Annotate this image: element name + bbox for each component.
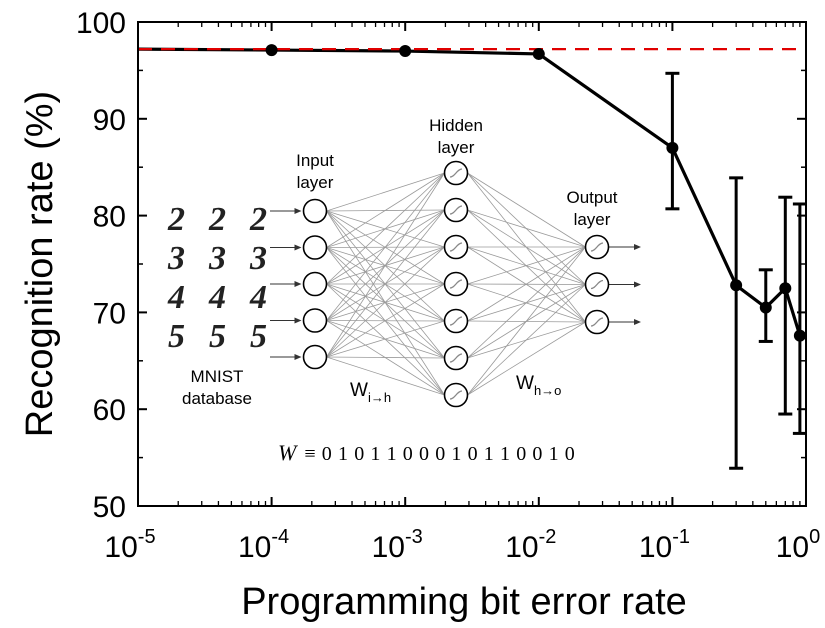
sigmoid-icon — [449, 168, 463, 178]
data-point — [793, 329, 806, 342]
input-neuron — [302, 308, 328, 333]
sigmoid-icon — [449, 242, 463, 252]
sigmoid-icon — [449, 353, 463, 363]
output-arrowhead — [634, 319, 641, 325]
mnist-digit: 4 — [167, 279, 185, 316]
connection-ih — [326, 356, 445, 396]
input-arrowhead — [294, 244, 302, 251]
x-tick-label: 10-2 — [505, 526, 556, 564]
input-layer-label: layer — [297, 173, 334, 192]
mnist-digit: 4 — [249, 279, 267, 316]
x-tick-label: 10-3 — [372, 526, 423, 564]
y-tick-label: 100 — [76, 7, 126, 40]
weight-label-ho: Wh→o — [516, 373, 561, 398]
output-arrowhead — [634, 281, 641, 288]
sigmoid-icon — [590, 242, 604, 252]
connection-ho — [467, 209, 586, 248]
input-layer-label: Input — [296, 151, 334, 170]
mnist-digit: 2 — [208, 201, 226, 238]
hidden-layer-label: layer — [438, 138, 475, 157]
x-tick-label: 100 — [776, 526, 821, 564]
mnist-digit: 5 — [250, 318, 267, 355]
connection-ih — [326, 172, 445, 285]
mnist-digit: 5 — [209, 318, 226, 355]
sigmoid-icon — [449, 279, 463, 289]
y-tick-label: 70 — [93, 297, 126, 330]
output-layer-label: Output — [566, 188, 617, 207]
connection-ih — [326, 172, 445, 321]
input-arrowhead — [294, 208, 302, 214]
connection-ho — [467, 172, 586, 248]
connection-ho — [467, 321, 586, 396]
connection-ih — [326, 283, 445, 358]
mnist-digit: 3 — [167, 240, 185, 277]
mnist-digit: 4 — [208, 279, 226, 316]
x-tick-label: 10-1 — [639, 526, 690, 564]
dataset-label: MNIST — [191, 367, 244, 386]
data-point — [265, 44, 278, 57]
sigmoid-icon — [590, 279, 604, 290]
y-tick-label: 80 — [93, 201, 126, 234]
input-neuron — [302, 198, 328, 224]
weight-equation: W ≡ 0 1 0 1 1 0 0 0 1 0 1 1 0 0 1 0 — [278, 440, 575, 465]
mnist-digit: 2 — [249, 201, 267, 238]
input-arrowhead — [294, 281, 302, 287]
connection-ih — [326, 172, 445, 358]
y-tick-label: 50 — [93, 491, 126, 524]
x-tick-label: 10-5 — [104, 526, 155, 564]
y-tick-label: 90 — [93, 104, 126, 137]
y-axis-title: Recognition rate (%) — [19, 91, 61, 437]
sigmoid-icon — [449, 390, 463, 400]
connection-ho — [467, 284, 586, 396]
data-point — [730, 279, 743, 292]
sigmoid-icon — [449, 205, 463, 215]
mnist-digit: 2 — [167, 201, 185, 238]
connection-ih — [326, 172, 445, 212]
connection-ih — [326, 320, 445, 358]
data-point — [399, 45, 412, 58]
connection-ih — [326, 172, 445, 248]
mnist-digit: 3 — [208, 240, 226, 277]
data-point — [532, 47, 545, 60]
y-tick-label: 60 — [93, 394, 126, 427]
connection-ih — [326, 209, 445, 358]
dataset-label: database — [182, 389, 252, 408]
sigmoid-icon — [449, 316, 463, 326]
data-point — [779, 282, 792, 295]
connection-ih — [326, 356, 445, 359]
plot-frame — [137, 21, 807, 507]
output-layer-label: layer — [574, 210, 611, 229]
weight-label-ih: Wi→h — [350, 380, 391, 405]
input-neuron — [302, 235, 328, 260]
plot-area — [137, 44, 807, 470]
connection-ho — [467, 246, 586, 396]
series-line — [137, 47, 802, 337]
input-neuron — [302, 271, 328, 297]
data-point — [759, 301, 772, 314]
input-arrowhead — [294, 354, 302, 360]
input-arrowhead — [294, 317, 302, 324]
axes: 50 60 70 80 90 100 10-5 10-4 10-3 10-2 10-1 100 Prog… — [19, 7, 820, 623]
output-arrowhead — [634, 244, 641, 250]
connection-ih — [326, 246, 445, 358]
connection-ho — [467, 246, 586, 322]
x-axis-title: Programming bit error rate — [241, 581, 687, 623]
input-neuron — [302, 344, 328, 370]
connection-ho — [467, 246, 586, 359]
data-point — [666, 141, 679, 154]
x-tick-label: 10-4 — [238, 526, 289, 564]
hidden-layer-label: Hidden — [429, 116, 483, 135]
network-inset: 2 2 23 3 34 4 45 5 5MNISTdatabaseInputlayerHidde… — [167, 116, 641, 465]
connection-ho — [467, 246, 586, 285]
mnist-digit: 3 — [249, 240, 267, 277]
mnist-digit: 5 — [168, 318, 185, 355]
sigmoid-icon — [590, 317, 604, 327]
